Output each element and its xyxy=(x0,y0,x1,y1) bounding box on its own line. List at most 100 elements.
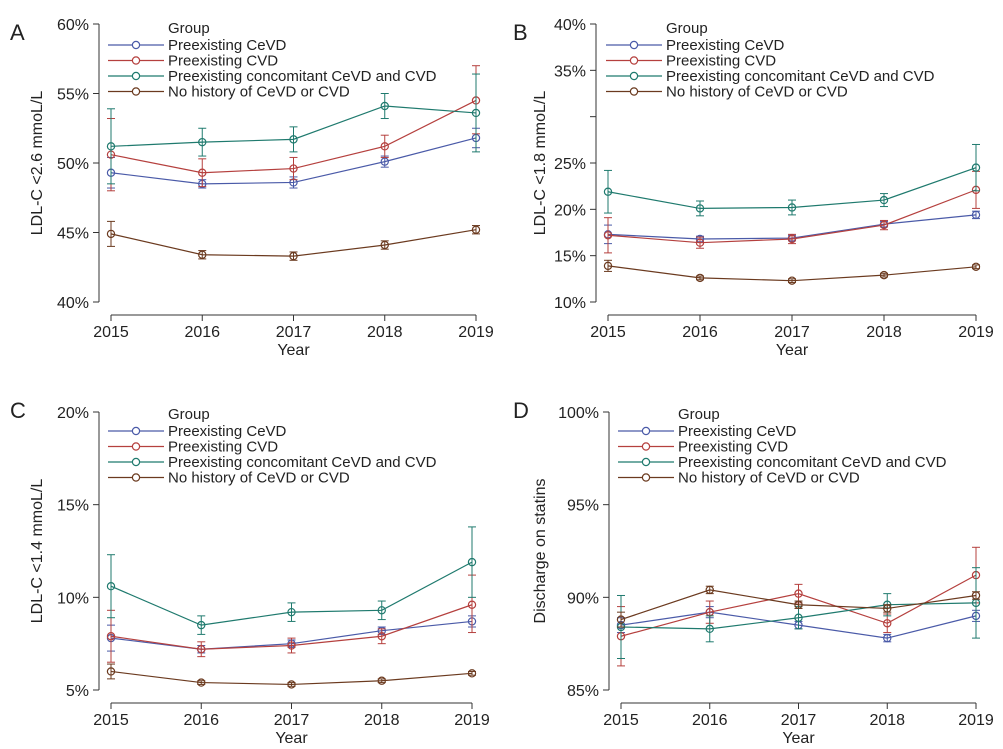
panel-c: C 5% 10% 15% 20% LDL-C <1.4 mmoL/L 2015 2016 201… xyxy=(10,398,490,747)
y-tick-label: 20% xyxy=(554,202,586,219)
x-axis-title: Year xyxy=(277,342,310,359)
panel-label: A xyxy=(10,20,25,45)
data-point xyxy=(197,678,206,687)
y-tick-label: 40% xyxy=(57,295,89,312)
legend-item-label: Preexisting CeVD xyxy=(666,37,785,54)
legend-item-label: Preexisting concomitant CeVD and CVD xyxy=(666,68,935,85)
data-point xyxy=(971,163,981,172)
series-no-history-of-cevd-or-cvd xyxy=(616,585,981,628)
data-point xyxy=(695,204,705,213)
legend-title: Group xyxy=(678,406,720,423)
legend-item-label: No history of CeVD or CVD xyxy=(168,470,350,487)
x-tick-label: 2019 xyxy=(458,324,494,341)
data-point xyxy=(879,195,889,205)
y-tick-label: 40% xyxy=(554,17,586,34)
legend-title: Group xyxy=(168,20,210,37)
x-tick-label: 2017 xyxy=(274,712,310,729)
y-tick-label: 5% xyxy=(66,683,89,700)
data-point xyxy=(377,606,386,615)
legend-marker xyxy=(131,40,141,50)
data-point xyxy=(883,619,892,628)
y-axis-title: LDL-C <1.4 mmoL/L xyxy=(29,479,46,624)
y-tick-label: 45% xyxy=(57,226,89,243)
x-tick-label: 2018 xyxy=(367,324,403,341)
data-point xyxy=(794,589,803,598)
x-tick-label: 2019 xyxy=(958,324,994,341)
x-tick-label: 2016 xyxy=(682,324,718,341)
data-point xyxy=(971,262,981,271)
legend-marker xyxy=(641,426,651,436)
legend-item-label: Preexisting CeVD xyxy=(678,423,797,440)
x-tick-label: 2016 xyxy=(184,324,220,341)
y-tick-label: 15% xyxy=(57,498,89,515)
series-line xyxy=(620,574,977,637)
data-point xyxy=(787,203,797,212)
legend-marker xyxy=(641,473,651,482)
x-tick-label: 2018 xyxy=(869,712,905,729)
data-point xyxy=(705,585,714,595)
x-tick-label: 2019 xyxy=(958,712,994,729)
series-line xyxy=(110,561,473,626)
x-tick-label: 2016 xyxy=(183,712,219,729)
legend-item-label: Preexisting CVD xyxy=(666,53,776,70)
data-point xyxy=(106,632,116,641)
x-tick-label: 2019 xyxy=(454,712,490,729)
legend-item-label: No history of CeVD or CVD xyxy=(168,84,350,101)
y-tick-label: 10% xyxy=(57,590,89,607)
data-point xyxy=(380,240,389,250)
y-tick-label: 85% xyxy=(567,683,599,700)
legend-title: Group xyxy=(666,20,708,37)
legend-marker xyxy=(629,56,639,65)
legend-marker xyxy=(131,426,141,436)
series-line xyxy=(607,167,977,210)
legend-marker xyxy=(131,87,141,96)
data-point xyxy=(879,220,889,230)
y-tick-label: 95% xyxy=(567,498,599,515)
data-point xyxy=(197,645,206,654)
data-point xyxy=(106,142,116,151)
legend-item-label: Preexisting concomitant CeVD and CVD xyxy=(168,68,437,85)
x-tick-label: 2017 xyxy=(781,712,817,729)
y-tick-label: 25% xyxy=(554,156,586,173)
x-axis-title: Year xyxy=(776,342,809,359)
legend-marker xyxy=(641,442,651,451)
data-point xyxy=(794,600,803,609)
data-point xyxy=(616,615,626,624)
series-line xyxy=(110,99,477,174)
series-line xyxy=(110,229,477,257)
y-tick-label: 60% xyxy=(57,17,89,34)
x-tick-label: 2017 xyxy=(276,324,312,341)
data-point xyxy=(106,667,116,676)
data-point xyxy=(287,641,296,650)
panel-b: B 10% 15% 20% 25% 35% 40% LDL-C <1.8 mmoL/L 2015… xyxy=(513,17,994,359)
data-point xyxy=(467,669,477,678)
series-preexisting-cvd xyxy=(603,170,981,254)
series-preexisting-concomitant-cevd-and-cvd xyxy=(106,73,481,185)
series-line xyxy=(607,265,977,282)
y-tick-label: 50% xyxy=(57,156,89,173)
data-point xyxy=(467,600,477,609)
x-tick-label: 2015 xyxy=(590,324,626,341)
data-point xyxy=(695,273,705,283)
x-tick-label: 2015 xyxy=(93,324,129,341)
panel-label: C xyxy=(10,398,26,423)
data-point xyxy=(289,251,298,261)
data-point xyxy=(380,142,389,151)
data-point xyxy=(471,225,481,234)
series-no-history-of-cevd-or-cvd xyxy=(603,259,981,285)
x-tick-label: 2018 xyxy=(364,712,400,729)
data-point xyxy=(197,620,206,630)
data-point xyxy=(467,557,477,567)
legend-item-label: Preexisting concomitant CeVD and CVD xyxy=(678,454,947,471)
series-line xyxy=(110,105,477,147)
series-no-history-of-cevd-or-cvd xyxy=(106,220,481,261)
data-point xyxy=(198,168,207,177)
legend-item-label: Preexisting CeVD xyxy=(168,37,287,54)
legend-marker xyxy=(629,71,639,81)
series-line xyxy=(620,589,977,621)
data-point xyxy=(287,680,296,689)
